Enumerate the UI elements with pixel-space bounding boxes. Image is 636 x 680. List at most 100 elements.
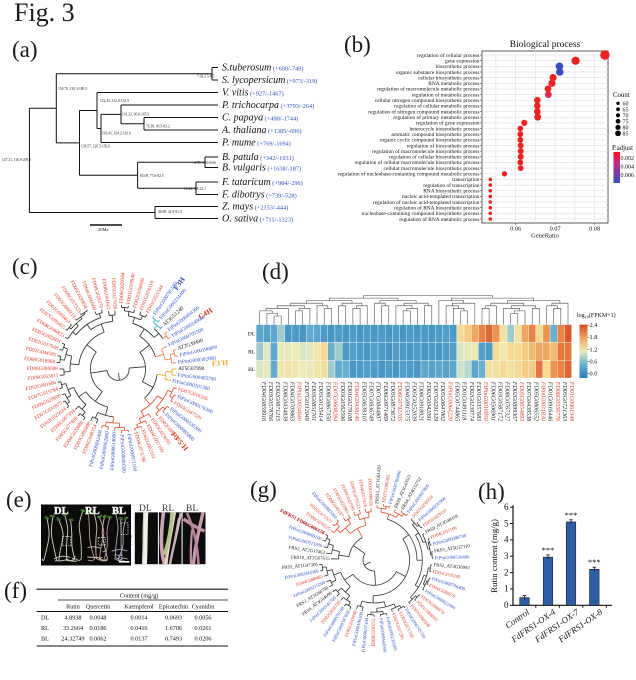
svg-text:Rutin: Rutin [66,604,80,611]
svg-text:FD01G019940: FD01G019940 [126,273,137,305]
svg-text:FD04G0859916: FD04G0859916 [260,381,267,421]
svg-text:0.06: 0.06 [510,226,521,233]
svg-text:Content (mg/g): Content (mg/g) [120,593,159,600]
svg-text:regulation of RNA biosynthetic: regulation of RNA biosynthetic process [394,205,479,212]
svg-text:P. mume (+769/-1694): P. mume (+769/-1694) [221,138,291,149]
svg-text:FRS10_AT2G67615: FRS10_AT2G67615 [291,556,330,562]
svg-text:FD03G0587172: FD03G0587172 [497,381,503,421]
svg-text:FD04G0438146: FD04G0438146 [353,381,360,421]
svg-text:3: 3 [504,551,509,561]
svg-text:FD08G018960: FD08G018960 [24,356,56,365]
svg-text:P.adjust: P.adjust [612,145,633,152]
svg-text:FD05G0654893: FD05G0654893 [518,381,525,421]
svg-text:FD05G0873672: FD05G0873672 [389,381,395,421]
svg-text:65: 65 [623,107,629,113]
svg-text:***: *** [565,510,578,520]
svg-text:cellular biosynthetic process: cellular biosynthetic process [418,75,479,81]
svg-text:***: *** [588,557,601,567]
svg-text:85: 85 [623,131,629,137]
svg-text:P. trichocarpa (+3793/-264): P. trichocarpa (+3793/-264) [221,100,314,111]
svg-text:FD01G0916446: FD01G0916446 [547,381,554,421]
svg-text:heterocycle biosynthetic proce: heterocycle biosynthetic process [409,126,479,132]
svg-text:log10(FPKM+1): log10(FPKM+1) [577,312,616,320]
svg-text:regulation of nucleobase-conta: regulation of nucleobase-containing comp… [338,171,480,178]
svg-text:FD07G0844807: FD07G0844807 [375,381,382,422]
svg-text:FD07G080385: FD07G080385 [382,474,392,503]
svg-text:regulation of cellular macromo: regulation of cellular macromolecule bio… [355,159,480,166]
svg-text:RL: RL [162,504,174,514]
svg-text:BL: BL [186,504,198,514]
svg-text:nucleobase-containing compound: nucleobase-containing compound biosynthe… [362,211,480,217]
svg-text:FD08G030212: FD08G030212 [372,618,377,647]
svg-text:FD03G098656: FD03G098656 [366,478,373,507]
svg-text:FtPinG000343300: FtPinG000343300 [284,569,320,581]
svg-text:FD02G0899307: FD02G0899307 [511,381,517,422]
svg-text:BL: BL [112,506,126,517]
svg-text:(f): (f) [4,578,27,603]
svg-text:0.0056: 0.0056 [194,615,211,622]
svg-text:FD05G0135414: FD05G0135414 [317,381,324,421]
svg-text:0.07: 0.07 [550,226,561,233]
svg-text:regulation of cellular biosynt: regulation of cellular biosynthetic proc… [389,154,479,161]
svg-text:organic substance biosynthetic: organic substance biosynthetic process [396,70,480,76]
svg-text:FD05G0252039: FD05G0252039 [411,381,417,421]
svg-text:0.0137: 0.0137 [130,635,147,642]
svg-text:gene expression: gene expression [445,59,480,65]
svg-text:0.006: 0.006 [621,173,635,179]
svg-text:1.8: 1.8 [590,334,598,341]
svg-text:(h): (h) [478,479,505,504]
svg-text:FD08G0434839: FD08G0434839 [281,381,288,421]
svg-text:RNA metabolic process: RNA metabolic process [428,81,479,87]
svg-text:6: 6 [504,502,509,512]
svg-text:RL: RL [248,349,256,355]
svg-text:13.43, 4.8-22.1: 13.43, 4.8-22.1 [184,187,206,192]
svg-text:147.21, 116.9-259.8: 147.21, 116.9-259.8 [2,158,31,163]
svg-text:0.0186: 0.0186 [89,625,106,632]
svg-text:FD05G027938: FD05G027938 [110,278,118,310]
svg-text:organic cyclic compound biosyn: organic cyclic compound biosynthetic pro… [380,138,480,144]
svg-text:FD08G0918921: FD08G0918921 [418,381,424,421]
svg-text:Quercetin: Quercetin [86,604,110,611]
svg-text:0: 0 [504,600,509,610]
svg-text:(c): (c) [12,254,38,279]
svg-text:regulation of primary metaboli: regulation of primary metabolic process [393,114,479,121]
svg-text:FD05G010249: FD05G010249 [432,570,461,581]
svg-text:FRS2_AT2G17463: FRS2_AT2G17463 [288,546,325,556]
svg-text:regulation of macromolecule me: regulation of macromolecule metabolic pr… [377,86,479,93]
svg-text:FD06G029504: FD06G029504 [119,272,127,304]
svg-text:FD07G0439538: FD07G0439538 [525,381,532,421]
svg-text:85.08, 77.6-92.5: 85.08, 77.6-92.5 [140,174,164,179]
svg-text:0.7493: 0.7493 [165,635,182,642]
svg-text:70: 70 [623,113,629,119]
svg-text:FD05G0639310: FD05G0639310 [360,381,366,421]
svg-text:regulation of metabolic proces: regulation of metabolic process [412,91,480,98]
svg-text:FD06G053811: FD06G053811 [27,373,59,382]
svg-text:FD06G086608: FD06G086608 [27,366,59,372]
svg-text:Count: Count [613,92,630,99]
svg-text:nucleic acid-templated transcr: nucleic acid-templated transcription [402,194,480,200]
svg-text:FD02G0239774: FD02G0239774 [468,381,475,421]
svg-text:FD03G0578766: FD03G0578766 [267,381,273,421]
svg-text:0.0206: 0.0206 [194,635,211,642]
svg-text:60: 60 [623,101,629,107]
svg-text:(b): (b) [344,32,371,57]
svg-text:FtPinG000442000: FtPinG000442000 [378,618,387,654]
svg-text:75: 75 [623,119,629,125]
svg-text:O. sativa (+711/-1323): O. sativa (+711/-1323) [222,214,293,225]
svg-text:FD01G0961348: FD01G0961348 [568,381,575,421]
svg-text:FD08G0867350: FD08G0867350 [324,381,330,421]
svg-text:FD08G0767327: FD08G0767327 [504,381,510,422]
svg-text:regulation of cellular metabol: regulation of cellular metabolic process [394,103,479,110]
svg-text:A. thaliana (+1385/-696): A. thaliana (+1385/-696) [221,125,302,136]
svg-text:cellular nitrogen compound bio: cellular nitrogen compound biosynthetic … [375,98,480,104]
svg-text:F3'H: F3'H [212,358,229,368]
svg-text:FD03G0851701: FD03G0851701 [310,381,316,421]
svg-text:aromatic compound biosynthetic: aromatic compound biosynthetic process [391,132,479,138]
svg-text:FRS2_AT3G36992: FRS2_AT3G36992 [433,563,470,571]
svg-text:regulation of nitrogen compoun: regulation of nitrogen compound metaboli… [368,108,479,115]
svg-text:Biological process: Biological process [510,40,581,50]
svg-text:FD07G0291329: FD07G0291329 [432,381,438,421]
svg-text:Fig. 3: Fig. 3 [14,0,75,27]
svg-text:FD02G0542091: FD02G0542091 [425,381,432,421]
svg-text:FtPinG000800500: FtPinG000800500 [118,434,126,473]
